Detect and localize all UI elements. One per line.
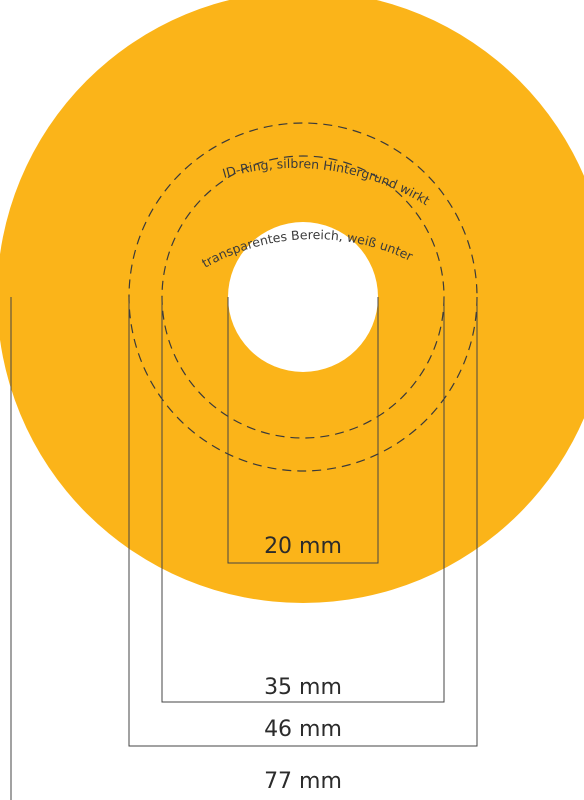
dimension-label-35mm: 35 mm bbox=[264, 675, 342, 700]
dimension-bracket-35mm bbox=[161, 297, 445, 703]
dimension-bracket-20mm bbox=[227, 297, 379, 564]
dimension-bracket-46mm bbox=[128, 297, 478, 747]
center-hole bbox=[228, 222, 378, 372]
dimension-label-46mm: 46 mm bbox=[264, 717, 342, 742]
dimension-label-77mm: 77 mm bbox=[264, 769, 342, 794]
dimension-label-20mm: 20 mm bbox=[264, 534, 342, 559]
